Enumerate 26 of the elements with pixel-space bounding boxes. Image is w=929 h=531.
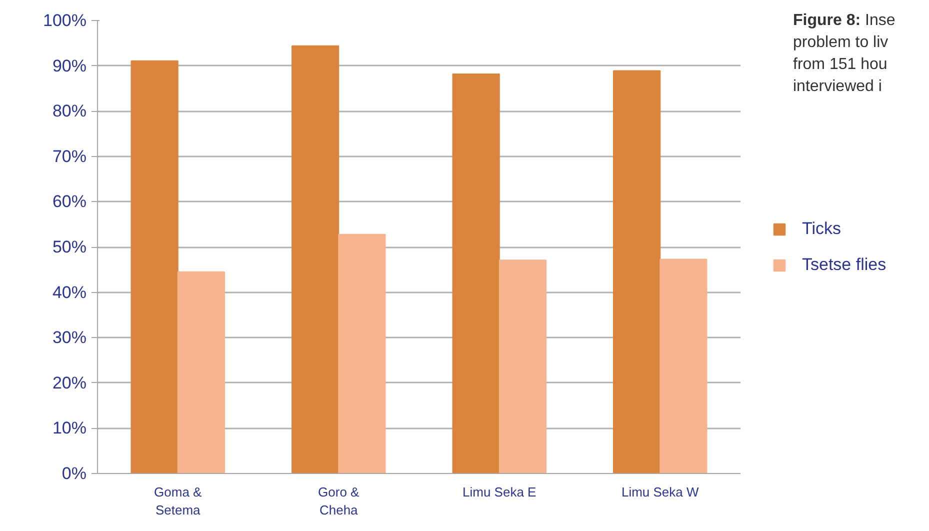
x-tick-label: Limu Seka E	[462, 484, 537, 500]
y-tick-label: 10%	[52, 418, 87, 438]
legend-label: Ticks	[802, 218, 842, 238]
y-tick-label: 80%	[52, 102, 87, 121]
bar	[292, 45, 340, 474]
x-tick-label: Goma & Setema	[154, 484, 202, 518]
y-tick-label: 40%	[52, 282, 87, 302]
y-tick-label: 50%	[52, 238, 87, 256]
y-tick-label: 100%	[43, 11, 87, 30]
bar	[613, 70, 661, 474]
y-tick-label: 30%	[52, 328, 87, 348]
bar	[130, 60, 178, 474]
x-tick-label: Limu Seka W	[621, 484, 700, 500]
bar	[452, 73, 500, 474]
y-tick-label: 0%	[62, 464, 87, 483]
bar	[338, 234, 386, 474]
y-tick-label: 70%	[52, 146, 87, 166]
caption: Figure 8: Inse problem to liv from 151 hou interviewed i	[793, 11, 896, 97]
bar	[177, 271, 225, 474]
legend-label: Tsetse flies	[802, 254, 886, 274]
bar	[498, 260, 546, 474]
y-tick-label: 90%	[52, 56, 87, 76]
y-tick-label: 60%	[52, 192, 87, 212]
bar	[660, 258, 708, 474]
x-tick-label: Goro & Cheha	[318, 484, 360, 518]
y-tick-label: 20%	[52, 373, 87, 392]
